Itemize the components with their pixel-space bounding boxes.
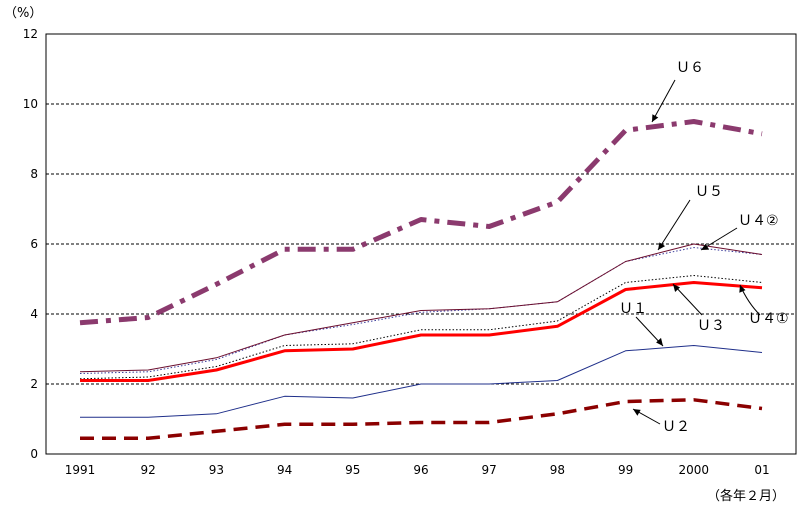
annotation-u4-1: Ｕ４① (739, 284, 789, 327)
series-label-u1: Ｕ１ (619, 301, 647, 317)
y-unit-label: （%） (4, 6, 42, 21)
annotation-u6: Ｕ６ (651, 60, 704, 123)
y-tick-label: 0 (30, 447, 38, 461)
arrowhead-u2 (633, 409, 641, 416)
y-tick-label: 2 (30, 377, 38, 391)
annotation-u1: Ｕ１ (619, 301, 664, 347)
leader-line-u5 (657, 199, 691, 251)
y-tick-label: 12 (23, 27, 38, 41)
y-tick-label: 6 (30, 237, 38, 251)
annotation-u5: Ｕ５ (657, 184, 723, 251)
series-line-u2 (80, 398, 763, 441)
x-tick-label: 96 (413, 463, 428, 477)
x-tick-label: 1991 (65, 463, 96, 477)
series-line-u3 (80, 281, 763, 382)
y-axis-ticks: 0 2 4 6 8 10 12 (23, 27, 38, 461)
annotation-u3: Ｕ３ (672, 283, 725, 334)
arrowhead-u5 (658, 242, 666, 250)
series-line-u4-1 (79, 275, 763, 380)
x-tick-label: 97 (482, 463, 497, 477)
series-label-u6: Ｕ６ (676, 60, 704, 76)
x-tick-label: 95 (345, 463, 360, 477)
annotation-u2: Ｕ２ (632, 408, 690, 435)
x-tick-label: 99 (618, 463, 633, 477)
series-line-u6 (79, 119, 763, 326)
arrowhead-u3 (673, 284, 680, 292)
arrowhead-u6 (652, 114, 659, 122)
x-tick-label: 93 (209, 463, 224, 477)
arrowhead-u4-2 (701, 243, 710, 250)
y-tick-label: 8 (30, 167, 38, 181)
arrowhead-u4-1 (739, 285, 746, 293)
x-tick-label: 01 (754, 463, 769, 477)
annotation-u4-2: Ｕ４② (700, 213, 779, 251)
arrowhead-u1 (656, 337, 663, 346)
x-note-label: （各年２月） (707, 488, 785, 504)
y-tick-label: 10 (23, 97, 38, 111)
x-tick-label: 98 (550, 463, 565, 477)
series-group (79, 119, 763, 441)
series-label-u3: Ｕ３ (697, 318, 725, 334)
series-line-u1 (80, 345, 763, 418)
series-label-u4-1: Ｕ４① (748, 311, 789, 327)
leader-line-u6 (651, 79, 676, 123)
grid (46, 103, 796, 385)
plot-area-frame (45, 33, 797, 455)
series-line-u5 (79, 243, 763, 373)
x-axis-ticks: 1991 92 93 94 95 96 97 98 99 2000 01 (65, 463, 770, 477)
series-label-u5: Ｕ５ (695, 184, 723, 200)
x-tick-label: 2000 (679, 463, 710, 477)
series-label-u2: Ｕ２ (662, 419, 690, 435)
series-label-u4-2: Ｕ４② (738, 213, 779, 229)
y-tick-label: 4 (30, 307, 38, 321)
x-tick-label: 94 (277, 463, 292, 477)
x-tick-label: 92 (141, 463, 156, 477)
